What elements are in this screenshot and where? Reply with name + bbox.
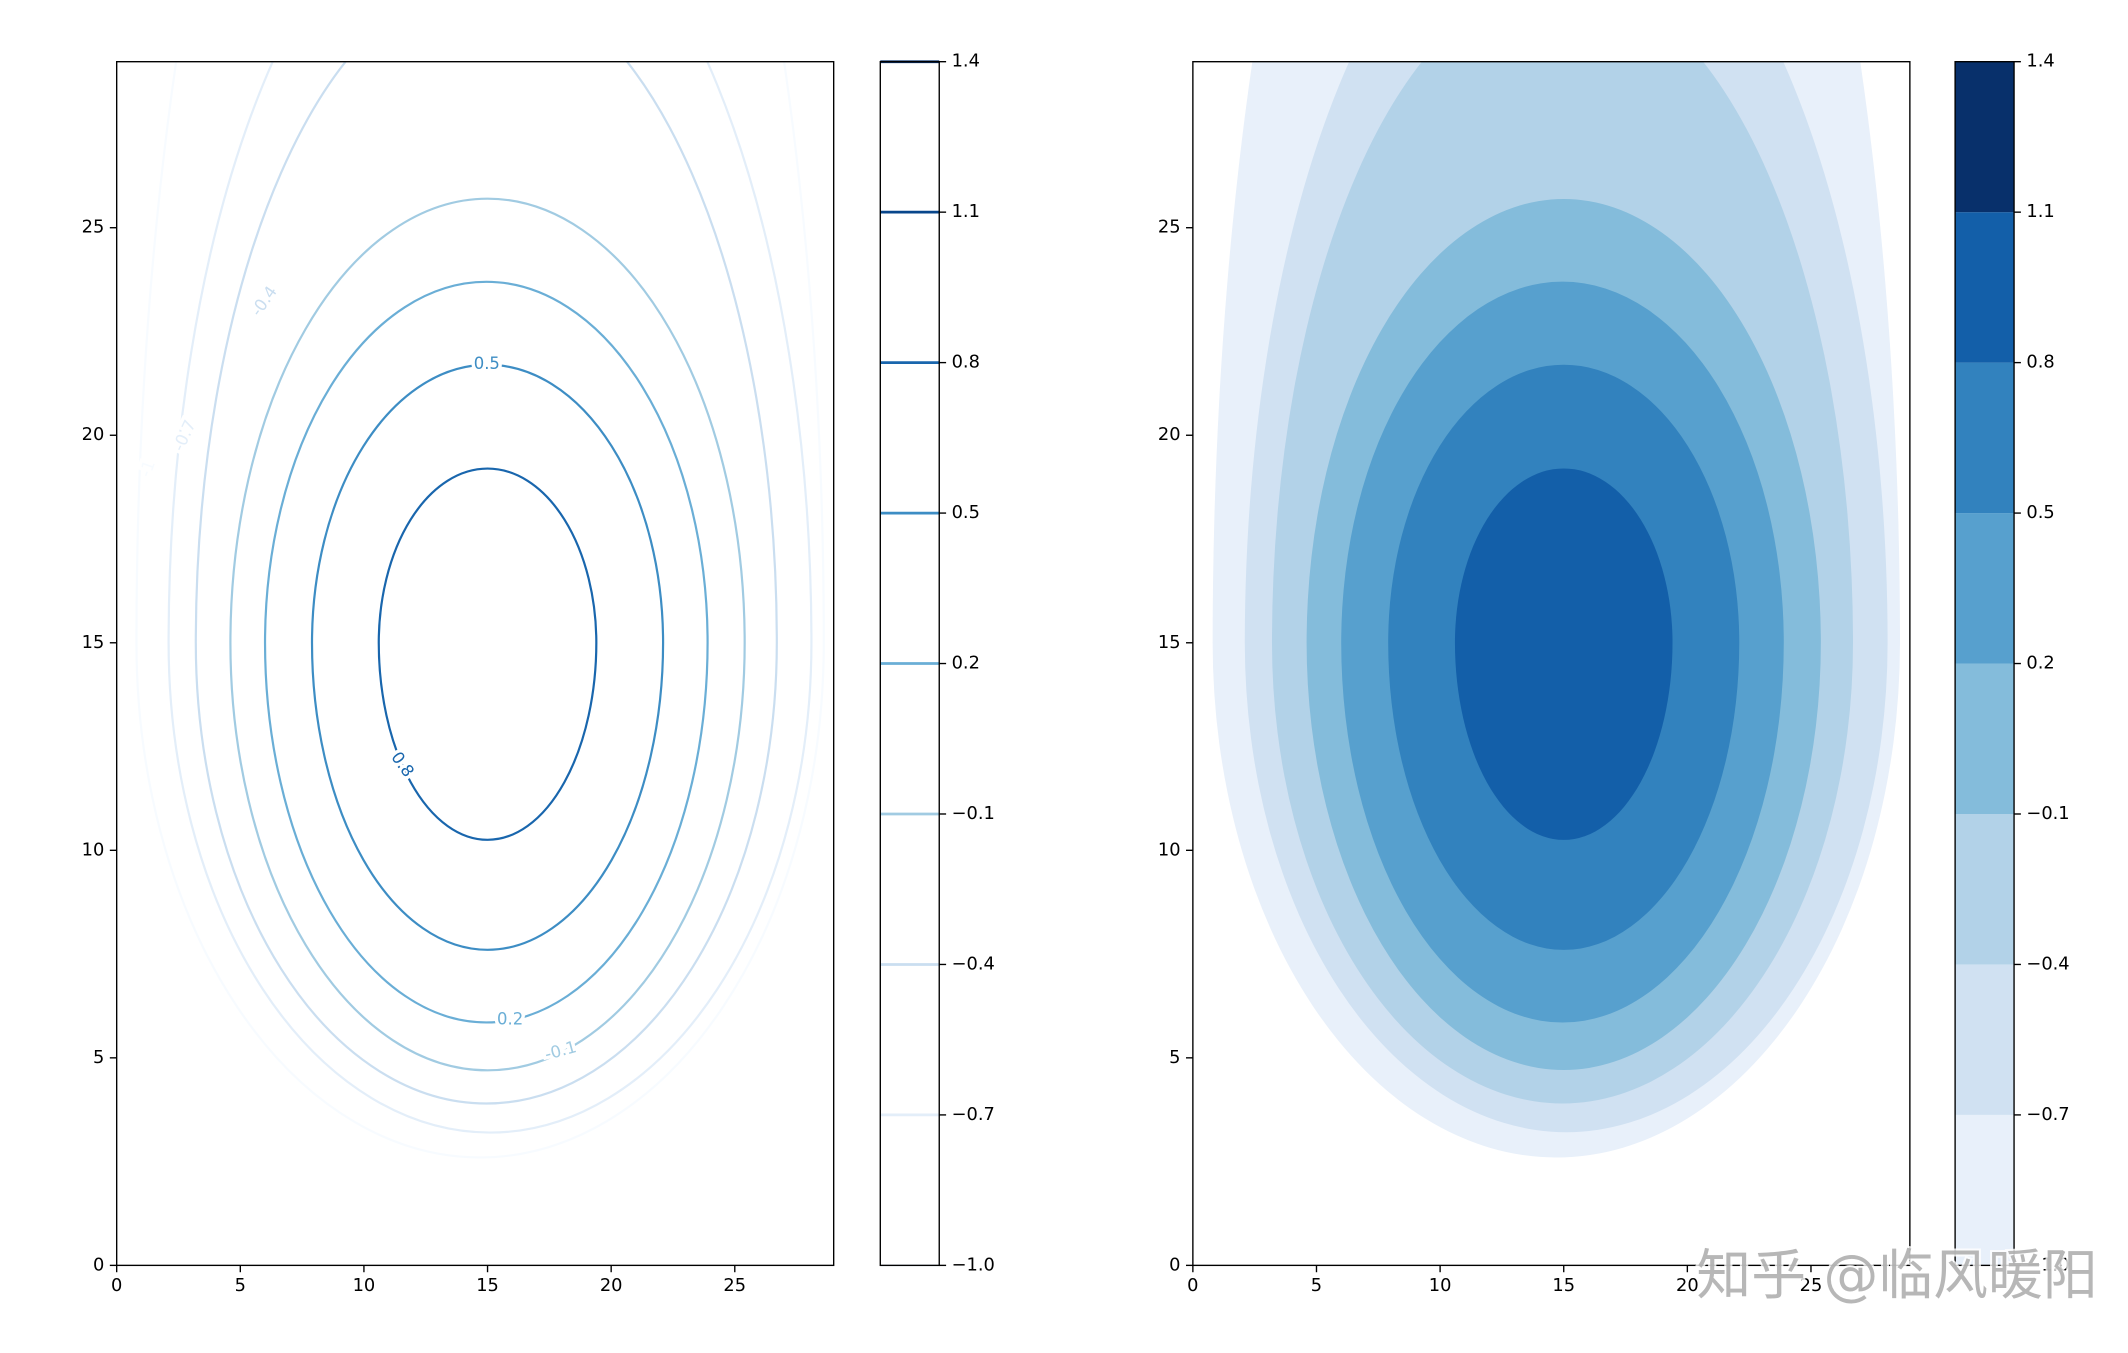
colorbar-tick-label: 1.4 (2026, 51, 2054, 72)
x-tick-label: 20 (1676, 1275, 1699, 1296)
colorbar-band (1955, 1114, 2015, 1266)
colorbar-band (1955, 813, 2015, 965)
x-tick-label: 5 (235, 1275, 246, 1296)
x-tick-label: 0 (1187, 1275, 1198, 1296)
colorbar-tick-label: 1.1 (952, 201, 980, 222)
colorbar-tick-label: 0.8 (2026, 352, 2054, 373)
colorbar-band (1955, 362, 2015, 514)
colorbar-band (1955, 61, 2015, 213)
y-tick-label: 5 (1169, 1047, 1180, 1068)
colorbar-tick-label: −0.1 (952, 803, 995, 824)
y-tick-label: 5 (93, 1047, 104, 1068)
colorbar-band (1955, 212, 2015, 363)
colorbar-band (1955, 964, 2015, 1115)
colorbar-tick-label: −0.4 (2026, 953, 2069, 974)
contour-label: 0.2 (497, 1009, 523, 1028)
y-tick-label: 20 (82, 424, 105, 445)
y-tick-label: 15 (82, 632, 105, 653)
contour-line (310, 363, 665, 951)
colorbar-tick-label: −0.7 (2026, 1104, 2069, 1125)
contour-line (194, 61, 778, 1105)
colorbar-tick-label: −0.7 (952, 1104, 995, 1125)
contour-line (377, 467, 598, 841)
colorbar-tick-label: 0.5 (952, 502, 980, 523)
axes-frame (1192, 61, 1911, 1267)
contour-line (135, 61, 825, 1159)
colorbar-band (1955, 513, 2015, 664)
x-tick-label: 10 (1429, 1275, 1452, 1296)
y-tick-label: 0 (1169, 1254, 1180, 1275)
plot-area (1212, 61, 1900, 1158)
contour-label: 0.8 (387, 748, 418, 780)
y-tick-label: 25 (82, 217, 105, 238)
colorbar-tick-label: 0.2 (952, 653, 980, 674)
y-tick-label: 25 (1158, 217, 1181, 238)
x-tick-label: 15 (1552, 1275, 1575, 1296)
colorbar-tick-label: 0.5 (2026, 502, 2054, 523)
colorbar-tick-label: 1.1 (2026, 201, 2054, 222)
y-tick-label: 10 (1158, 839, 1181, 860)
y-tick-label: 0 (93, 1254, 104, 1275)
filled-contour (1454, 468, 1673, 840)
x-tick-label: 5 (1311, 1275, 1322, 1296)
x-tick-label: 10 (353, 1275, 376, 1296)
colorbar-tick-label: 0.2 (2026, 653, 2054, 674)
contour-label: -0.7 (169, 417, 200, 454)
x-tick-label: 25 (723, 1275, 746, 1296)
contour-label: -0.1 (543, 1037, 579, 1064)
contour-line (167, 61, 813, 1134)
colorbar-tick-label: −1.0 (2026, 1254, 2069, 1275)
plot-area (135, 61, 825, 1159)
y-tick-label: 20 (1158, 424, 1181, 445)
colorbar-tick-label: −0.4 (952, 953, 995, 974)
colorbar-tick-label: 1.4 (952, 51, 980, 72)
watermark: 知乎 @临风暖阳 (1696, 1243, 2097, 1307)
contour-line (263, 281, 709, 1023)
y-tick-label: 10 (82, 839, 105, 860)
x-tick-label: 0 (111, 1275, 122, 1296)
y-tick-label: 15 (1158, 632, 1181, 653)
colorbar-tick-label: 0.8 (952, 352, 980, 373)
x-tick-label: 20 (600, 1275, 623, 1296)
x-tick-label: 15 (476, 1275, 499, 1296)
colorbar-tick-label: −1.0 (952, 1254, 995, 1275)
colorbar-band (1955, 663, 2015, 814)
contour-label: 0.5 (474, 354, 500, 373)
axes-frame (115, 61, 835, 1267)
x-tick-label: 25 (1800, 1275, 1823, 1296)
colorbar-tick-label: −0.1 (2026, 803, 2069, 824)
contour-line (230, 199, 744, 1071)
contour-label: -0.4 (247, 282, 281, 319)
